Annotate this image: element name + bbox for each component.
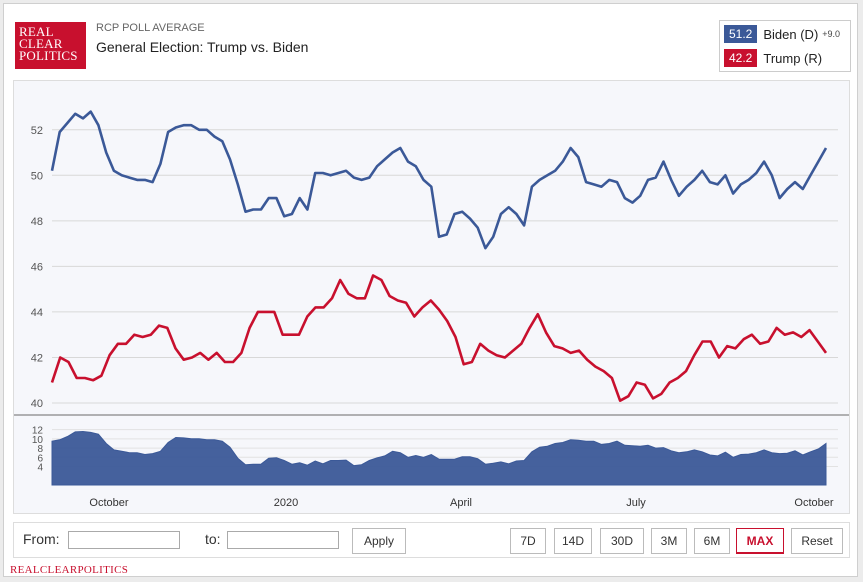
navigator-area: [51, 430, 827, 486]
to-label: to:: [205, 531, 221, 547]
logo-line-3: POLITICS: [19, 48, 78, 63]
from-date-input[interactable]: [68, 531, 180, 549]
navigator-tick-label: 4: [37, 463, 43, 474]
biden-line: [50, 110, 828, 250]
range-30d-button[interactable]: 30D: [600, 528, 644, 554]
y-tick-label: 44: [31, 307, 43, 319]
y-tick-label: 42: [31, 352, 43, 364]
x-tick-label: 2020: [274, 497, 298, 509]
from-label: From:: [23, 531, 60, 547]
y-tick-label: 46: [31, 261, 43, 273]
kicker: RCP POLL AVERAGE: [96, 22, 205, 34]
range-controls: From: to: Apply 7D 14D 30D 3M 6M MAX Res…: [13, 522, 850, 558]
legend-biden[interactable]: 51.2 Biden (D) +9.0: [724, 24, 840, 44]
navigator-tick-label: 8: [37, 444, 43, 455]
x-tick-label: October: [89, 497, 128, 509]
range-max-button[interactable]: MAX: [736, 528, 784, 554]
legend-trump[interactable]: 42.2 Trump (R): [724, 48, 822, 68]
range-3m-button[interactable]: 3M: [651, 528, 687, 554]
plot-area[interactable]: 40 42 44 46 48 50 52 4 6 8 10 12 October 2020 April Jul…: [13, 80, 850, 514]
range-14d-button[interactable]: 14D: [554, 528, 592, 554]
navigator-tick-label: 6: [37, 453, 43, 464]
y-tick-label: 48: [31, 216, 43, 228]
rcp-logo[interactable]: REAL CLEAR POLITICS: [15, 22, 86, 69]
range-7d-button[interactable]: 7D: [510, 528, 546, 554]
logo-line-2: CLEAR: [19, 36, 63, 51]
y-tick-label: 40: [31, 398, 43, 410]
reset-button[interactable]: Reset: [791, 528, 843, 554]
range-6m-button[interactable]: 6M: [694, 528, 730, 554]
apply-button[interactable]: Apply: [352, 528, 406, 554]
x-tick-label: October: [794, 497, 833, 509]
chart-title: General Election: Trump vs. Biden: [96, 39, 309, 55]
x-tick-label: July: [626, 497, 646, 509]
y-tick-label: 52: [31, 125, 43, 137]
trump-label: Trump (R): [763, 50, 823, 66]
navigator-tick-label: 10: [32, 435, 44, 446]
biden-label: Biden (D): [763, 26, 819, 42]
logo-line-1: REAL: [19, 24, 54, 39]
navigator-tick-label: 12: [32, 426, 44, 437]
spread-value: +9.0: [822, 29, 841, 39]
x-tick-label: April: [450, 497, 472, 509]
to-date-input[interactable]: [227, 531, 339, 549]
trump-line: [50, 274, 828, 402]
y-tick-label: 50: [31, 170, 43, 182]
legend: 51.2 Biden (D) +9.0 42.2 Trump (R): [719, 20, 851, 72]
biden-value-badge: 51.2: [724, 25, 758, 43]
trump-value-badge: 42.2: [724, 49, 758, 67]
footer-brand: REALCLEARPOLITICS: [10, 564, 129, 576]
